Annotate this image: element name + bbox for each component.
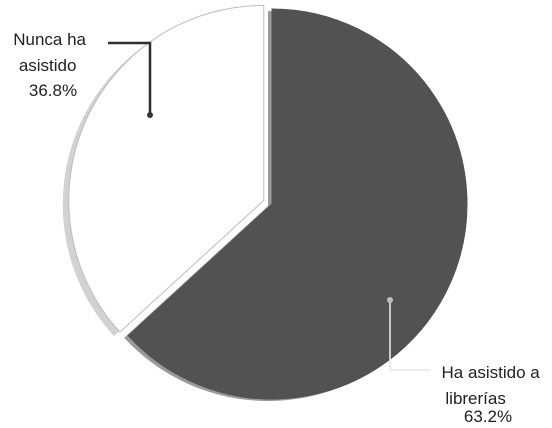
slice-label-librerias: Ha asistido a librerías 63.2% [441, 363, 544, 426]
slice-label-nunca: Nunca ha asistido 36.8% [13, 30, 91, 100]
slice-librerias [127, 8, 468, 400]
slice-label-nunca-line1: Nunca ha [13, 30, 86, 49]
pie-slices [62, 4, 468, 401]
slice-label-librerias-line2: librerías [445, 389, 505, 408]
slice-label-librerias-line1: Ha asistido a [441, 363, 540, 382]
slice-value-librerias: 63.2% [464, 407, 512, 426]
leader-nunca [108, 41, 152, 115]
slice-nunca [68, 4, 265, 333]
slice-value-nunca: 36.8% [29, 81, 77, 100]
slice-label-nunca-line2: asistido [19, 56, 77, 75]
leader-librerias-dot [387, 297, 393, 303]
leader-librerias [389, 300, 430, 371]
leader-nunca-dot [147, 112, 153, 118]
leader-lines [108, 41, 430, 371]
